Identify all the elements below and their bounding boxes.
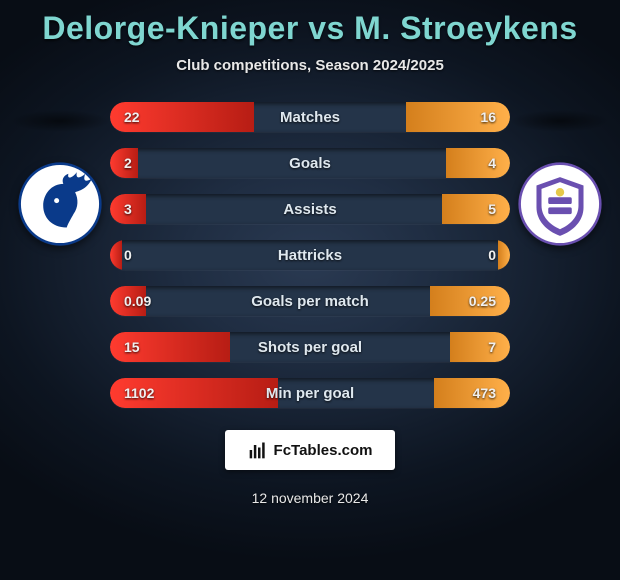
bar-chart-icon bbox=[248, 440, 268, 460]
stat-left-fill bbox=[110, 194, 146, 224]
right-player-column bbox=[500, 102, 620, 246]
stat-right-fill bbox=[450, 332, 510, 362]
stat-left-fill bbox=[110, 286, 146, 316]
stat-row: 0 0Hattricks bbox=[110, 240, 510, 270]
left-player-column bbox=[0, 102, 120, 246]
stat-row: 1102473Min per goal bbox=[110, 378, 510, 408]
stat-right-fill bbox=[446, 148, 510, 178]
stat-right-value: 0 bbox=[488, 240, 496, 270]
subtitle: Club competitions, Season 2024/2025 bbox=[0, 57, 620, 74]
brand-name: FcTables.com bbox=[274, 442, 373, 459]
right-player-silhouette-shadow bbox=[510, 110, 610, 132]
stat-right-fill bbox=[498, 240, 510, 270]
infographic-date: 12 november 2024 bbox=[0, 490, 620, 506]
left-club-crest-icon bbox=[18, 162, 102, 246]
stat-row: 0.090.25Goals per match bbox=[110, 286, 510, 316]
stat-right-fill bbox=[434, 378, 510, 408]
stat-left-fill bbox=[110, 102, 254, 132]
stat-right-fill bbox=[430, 286, 510, 316]
stat-row: 2216Matches bbox=[110, 102, 510, 132]
stat-label: Hattricks bbox=[110, 240, 510, 270]
left-player-silhouette-shadow bbox=[10, 110, 110, 132]
right-club-crest bbox=[518, 162, 602, 246]
stat-left-fill bbox=[110, 332, 230, 362]
left-club-crest bbox=[18, 162, 102, 246]
stat-left-value: 0 bbox=[124, 240, 132, 270]
stat-right-fill bbox=[442, 194, 510, 224]
comparison-arena: 2216Matches 24Goals 35Assists 0 0Hattricks 0.… bbox=[0, 102, 620, 412]
stat-row: 35Assists bbox=[110, 194, 510, 224]
stat-left-fill bbox=[110, 240, 122, 270]
stat-bars: 2216Matches 24Goals 35Assists 0 0Hattricks 0.… bbox=[110, 102, 510, 424]
stat-left-fill bbox=[110, 148, 138, 178]
brand-badge[interactable]: FcTables.com bbox=[225, 430, 395, 470]
right-club-crest-icon bbox=[518, 162, 602, 246]
stat-left-fill bbox=[110, 378, 278, 408]
stat-row: 24Goals bbox=[110, 148, 510, 178]
stat-row: 157Shots per goal bbox=[110, 332, 510, 362]
stat-right-fill bbox=[406, 102, 510, 132]
page-title: Delorge-Knieper vs M. Stroeykens bbox=[0, 0, 620, 47]
